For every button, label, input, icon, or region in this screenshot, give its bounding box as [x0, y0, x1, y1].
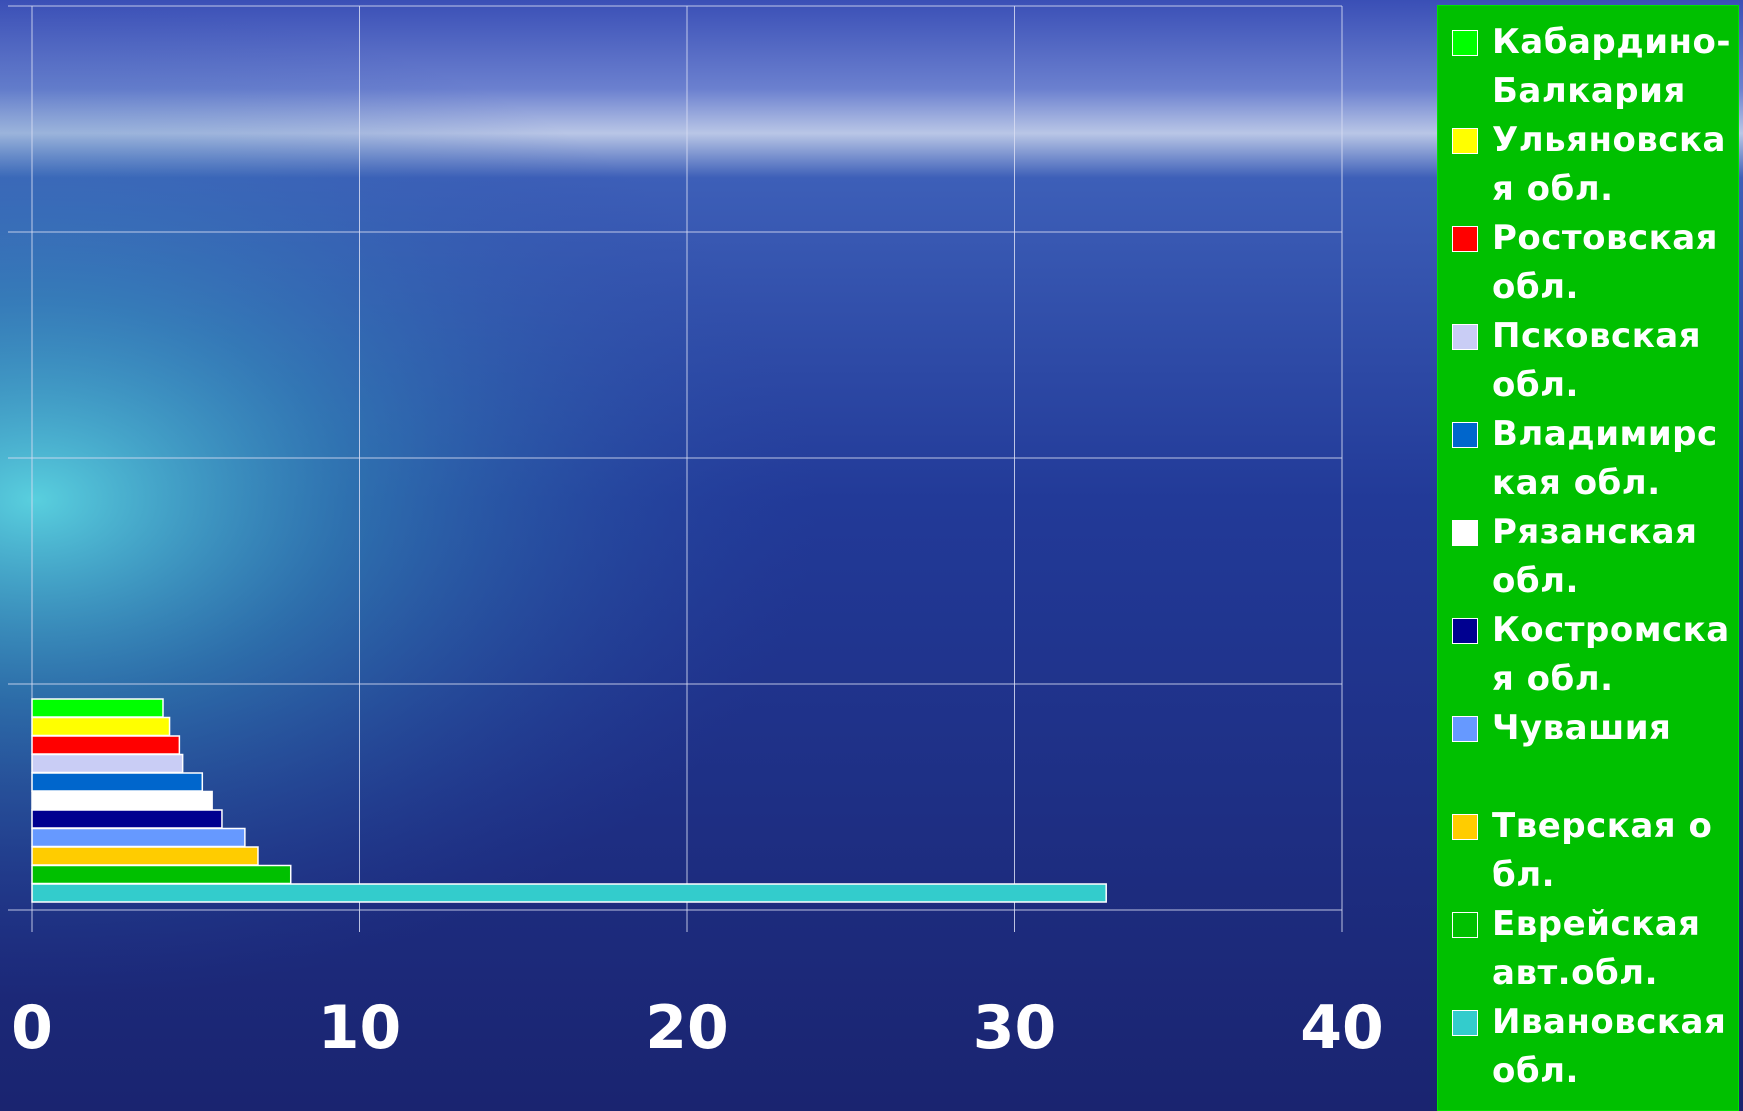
legend-item: Ростовская обл. — [1452, 214, 1732, 312]
chart-legend: Кабардино-Балкария Ульяновская обл. Ростов… — [1437, 5, 1739, 1111]
legend-swatch — [1452, 716, 1478, 742]
legend-label: Ростовская обл. — [1492, 218, 1719, 307]
legend-item: Рязанская обл. — [1452, 508, 1732, 606]
legend-label: Еврейская авт.обл. — [1492, 904, 1701, 993]
x-tick-label: 20 — [645, 993, 729, 1063]
legend-label: Псковская обл. — [1492, 316, 1702, 405]
legend-item: Ивановская обл. — [1452, 998, 1732, 1096]
legend-label: Чувашия — [1492, 708, 1672, 748]
legend-label: Костромская обл. — [1492, 610, 1730, 699]
legend-swatch — [1452, 324, 1478, 350]
bar — [31, 790, 213, 811]
x-tick-label: 0 — [11, 993, 53, 1063]
legend-item: Еврейская авт.обл. — [1452, 900, 1732, 998]
chart-grid — [8, 5, 1343, 932]
chart-bars — [31, 698, 1107, 903]
legend-item: Чувашия — [1452, 704, 1732, 753]
x-tick-label: 30 — [973, 993, 1057, 1063]
bar — [31, 864, 292, 885]
legend-label: Кабардино-Балкария — [1492, 22, 1731, 111]
legend-item: Псковская обл. — [1452, 312, 1732, 410]
legend-label: Тверская обл. — [1492, 806, 1713, 895]
legend-swatch — [1452, 618, 1478, 644]
bar — [31, 883, 1107, 903]
bar — [31, 698, 164, 718]
bar — [31, 809, 223, 829]
x-axis-tick-labels: 0 10 20 30 40 — [11, 993, 1384, 1063]
bar-chart: 0 10 20 30 40 — [8, 5, 1384, 1063]
bar — [31, 735, 181, 755]
bar — [31, 846, 259, 866]
legend-label: Рязанская обл. — [1492, 512, 1698, 601]
bar — [31, 753, 184, 774]
legend-item: Тверская обл. — [1452, 802, 1732, 900]
legend-label: Ивановская обл. — [1492, 1002, 1727, 1091]
legend-item: Костромская обл. — [1452, 606, 1732, 704]
x-tick-label: 10 — [318, 993, 402, 1063]
legend-swatch — [1452, 1010, 1478, 1036]
legend-label: Ульяновская обл. — [1492, 120, 1726, 209]
legend-item: Ульяновская обл. — [1452, 116, 1732, 214]
legend-swatch — [1452, 422, 1478, 448]
legend-swatch — [1452, 128, 1478, 154]
bar — [31, 827, 246, 848]
bar — [31, 716, 171, 737]
x-tick-label: 40 — [1300, 993, 1384, 1063]
legend-item: Владимирская обл. — [1452, 410, 1732, 508]
legend-swatch — [1452, 912, 1478, 938]
legend-swatch — [1452, 30, 1478, 56]
legend-item: Кабардино-Балкария — [1452, 18, 1732, 116]
legend-label: Владимирская обл. — [1492, 414, 1718, 503]
legend-swatch — [1452, 814, 1478, 840]
bar — [31, 772, 204, 792]
legend-swatch — [1452, 520, 1478, 546]
legend-swatch — [1452, 226, 1478, 252]
